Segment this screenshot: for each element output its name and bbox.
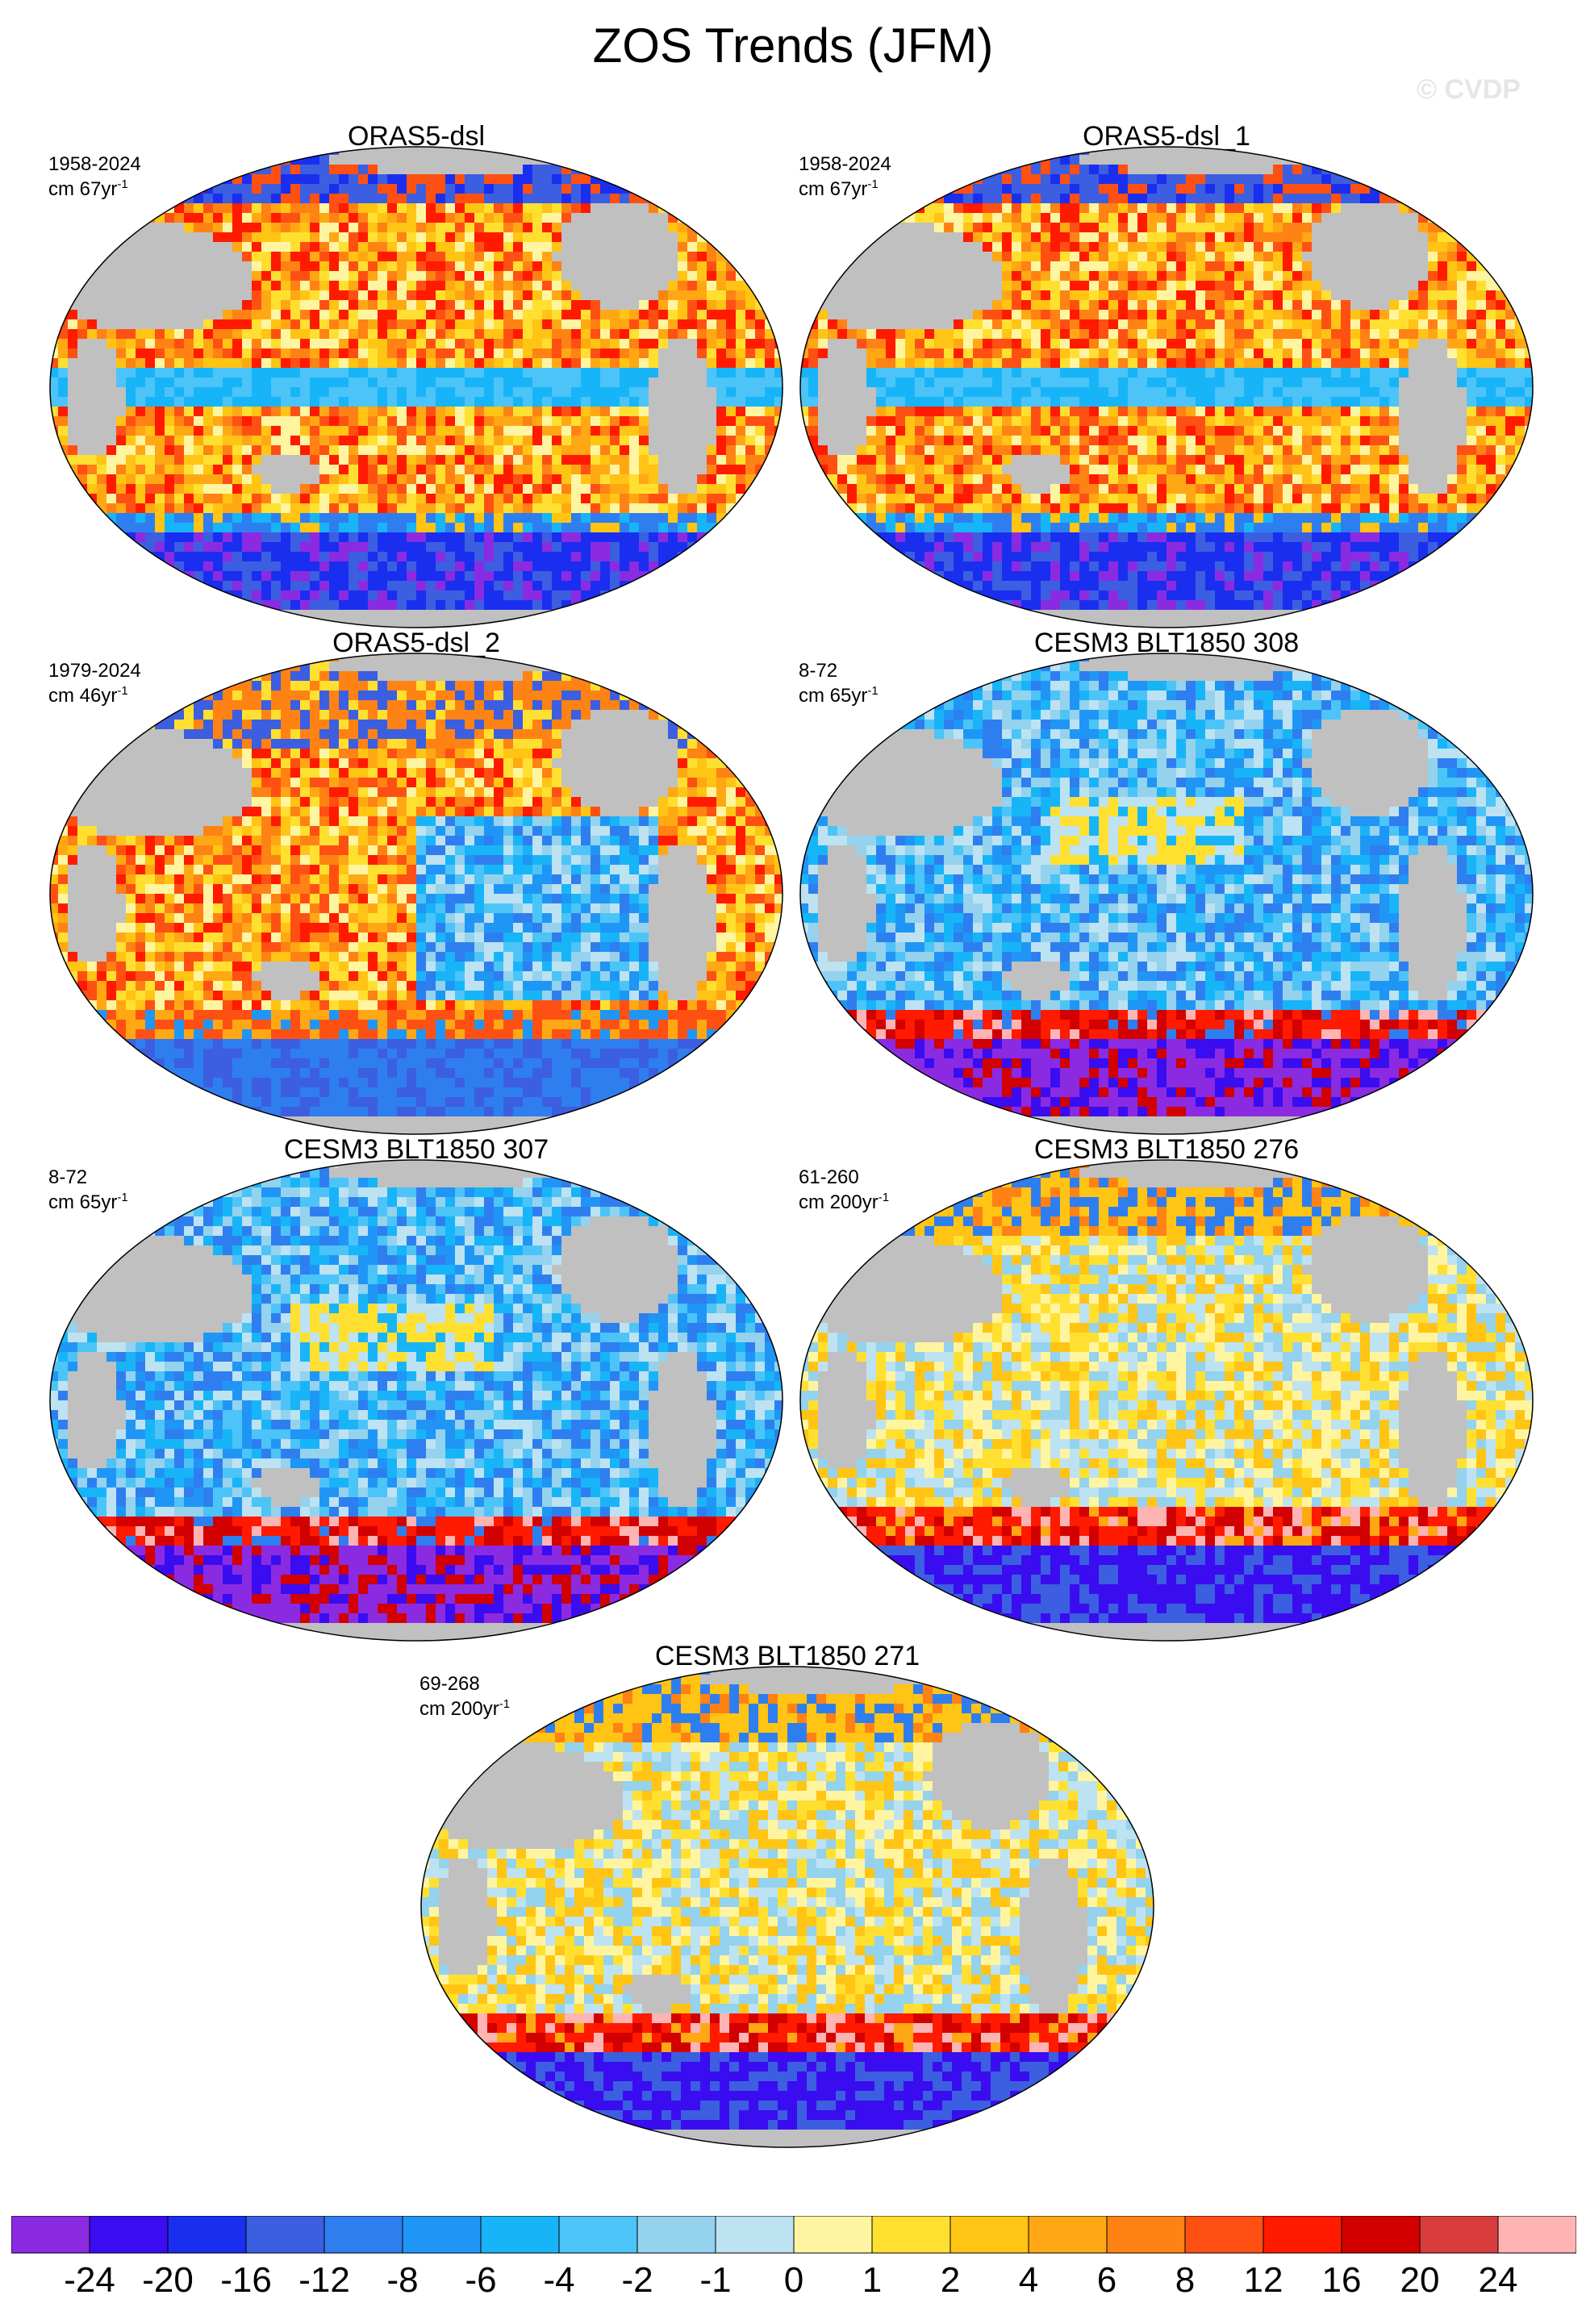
colorbar-label: 12 (1227, 2260, 1300, 2301)
colorbar (11, 2216, 1576, 2254)
trend-map (799, 146, 1534, 628)
colorbar-label: -16 (210, 2260, 282, 2301)
colorbar-label: -1 (679, 2260, 752, 2301)
colorbar-swatch (1263, 2216, 1342, 2254)
panel-units: cm 65yr-1 (48, 1191, 128, 1214)
colorbar-swatch (89, 2216, 169, 2254)
colorbar-swatch (1419, 2216, 1499, 2254)
map-panel: CESM3 BLT1850 276 61-260 cm 200yr-1 (799, 1134, 1534, 1650)
trend-map (49, 146, 783, 628)
panel-years: 69-268 (419, 1673, 480, 1696)
panel-units: cm 67yr-1 (48, 177, 128, 201)
colorbar-label: 24 (1462, 2260, 1534, 2301)
colorbar-label: -24 (53, 2260, 126, 2301)
panel-units: cm 65yr-1 (799, 684, 879, 707)
colorbar-label: 6 (1071, 2260, 1143, 2301)
colorbar-label: 0 (758, 2260, 830, 2301)
colorbar-swatch (636, 2216, 716, 2254)
trend-map (420, 1666, 1154, 2148)
colorbar-swatch (480, 2216, 560, 2254)
map-panel: CESM3 BLT1850 271 69-268 cm 200yr-1 (419, 1641, 1155, 2157)
colorbar-swatch (245, 2216, 325, 2254)
colorbar-label: -8 (366, 2260, 439, 2301)
colorbar-swatch (167, 2216, 247, 2254)
panel-units: cm 200yr-1 (419, 1697, 510, 1721)
colorbar-label: 4 (992, 2260, 1065, 2301)
colorbar-label: -6 (444, 2260, 517, 2301)
colorbar-swatch (871, 2216, 951, 2254)
panel-units: cm 67yr-1 (799, 177, 879, 201)
colorbar-swatch (323, 2216, 403, 2254)
colorbar-label: 2 (914, 2260, 987, 2301)
colorbar-label: -2 (601, 2260, 674, 2301)
colorbar-swatch (558, 2216, 638, 2254)
colorbar-swatch (402, 2216, 482, 2254)
colorbar-swatch (1106, 2216, 1186, 2254)
map-panel: ORAS5-dsl_1 1958-2024 cm 67yr-1 (799, 121, 1534, 637)
colorbar-label: -20 (131, 2260, 204, 2301)
colorbar-swatch (793, 2216, 873, 2254)
panel-years: 1958-2024 (799, 153, 891, 176)
watermark: © CVDP (1417, 74, 1521, 106)
colorbar-swatch (1184, 2216, 1264, 2254)
colorbar-label: 20 (1384, 2260, 1456, 2301)
map-panel: CESM3 BLT1850 308 8-72 cm 65yr-1 (799, 628, 1534, 1144)
panel-units: cm 200yr-1 (799, 1191, 889, 1214)
map-panel: CESM3 BLT1850 307 8-72 cm 65yr-1 (48, 1134, 784, 1650)
trend-map (799, 653, 1534, 1135)
colorbar-swatch (1497, 2216, 1576, 2254)
colorbar-swatch (1341, 2216, 1421, 2254)
trend-map (49, 1159, 783, 1642)
panel-years: 61-260 (799, 1166, 859, 1189)
colorbar-label: -12 (288, 2260, 361, 2301)
figure-title: ZOS Trends (JFM) (0, 18, 1586, 73)
colorbar-swatch (950, 2216, 1029, 2254)
map-panel: ORAS5-dsl_2 1979-2024 cm 46yr-1 (48, 628, 784, 1144)
trend-map (799, 1159, 1534, 1642)
panel-units: cm 46yr-1 (48, 684, 128, 707)
colorbar-label: 1 (836, 2260, 908, 2301)
colorbar-swatch (715, 2216, 795, 2254)
panel-years: 1979-2024 (48, 660, 141, 682)
panel-years: 8-72 (48, 1166, 87, 1189)
colorbar-swatch (1028, 2216, 1108, 2254)
colorbar-swatch (11, 2216, 90, 2254)
colorbar-label: 16 (1305, 2260, 1378, 2301)
map-panel: ORAS5-dsl 1958-2024 cm 67yr-1 (48, 121, 784, 637)
colorbar-label: -4 (523, 2260, 595, 2301)
trend-map (49, 653, 783, 1135)
panel-years: 8-72 (799, 660, 837, 682)
colorbar-label: 8 (1149, 2260, 1221, 2301)
panel-years: 1958-2024 (48, 153, 141, 176)
